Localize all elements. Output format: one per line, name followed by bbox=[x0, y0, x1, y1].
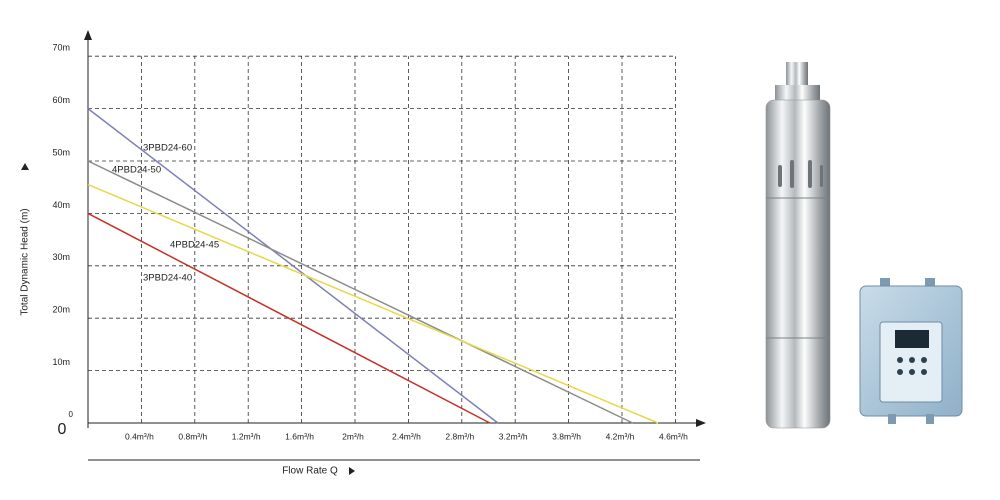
origin-label: 0 bbox=[58, 421, 67, 438]
y-axis-arrow bbox=[84, 30, 92, 40]
series-label: 4PBD24-45 bbox=[170, 240, 219, 251]
y-tick-label: 40m bbox=[52, 200, 70, 210]
y-axis-title: Total Dynamic Head (m) bbox=[20, 208, 31, 315]
y-tick-label: 30m bbox=[52, 252, 70, 262]
x-tick-label: 1.6m³/h bbox=[285, 431, 314, 441]
x-tick-label: 2m³/h bbox=[342, 431, 364, 441]
x-tick-label: 4.2m³/h bbox=[606, 431, 635, 441]
x-title-arrow bbox=[349, 467, 355, 475]
x-axis-arrow bbox=[696, 419, 706, 427]
x-tick-label: 1.2m³/h bbox=[232, 431, 261, 441]
series-label: 3PBD24-40 bbox=[143, 273, 192, 284]
y-tick-label: 60m bbox=[52, 95, 70, 105]
x-tick-label: 3.2m³/h bbox=[499, 431, 528, 441]
series-line bbox=[87, 183, 659, 424]
series-line bbox=[87, 160, 634, 424]
series-line bbox=[87, 212, 491, 424]
x-tick-label: 4.6m³/h bbox=[659, 431, 688, 441]
y-tick-label: 10m bbox=[52, 357, 70, 367]
x-tick-label: 0.4m³/h bbox=[125, 431, 154, 441]
y-tick-label: 50m bbox=[52, 147, 70, 157]
y-title-arrow bbox=[21, 163, 29, 170]
x-tick-label: 0.8m³/h bbox=[178, 431, 207, 441]
x-tick-label: 2.8m³/h bbox=[445, 431, 474, 441]
y-tick-label: 0 bbox=[69, 410, 74, 419]
controller-image bbox=[859, 278, 963, 424]
x-axis-title: Flow Rate Q bbox=[282, 466, 338, 477]
y-tick-label: 70m bbox=[52, 43, 70, 53]
y-tick-label: 20m bbox=[52, 305, 70, 315]
pump-image bbox=[765, 62, 831, 429]
series-label: 3PBD24-60 bbox=[143, 143, 192, 154]
series-label: 4PBD24-50 bbox=[112, 165, 161, 176]
x-tick-label: 3.8m³/h bbox=[552, 431, 581, 441]
series-line bbox=[87, 108, 499, 424]
x-tick-label: 2.4m³/h bbox=[392, 431, 421, 441]
